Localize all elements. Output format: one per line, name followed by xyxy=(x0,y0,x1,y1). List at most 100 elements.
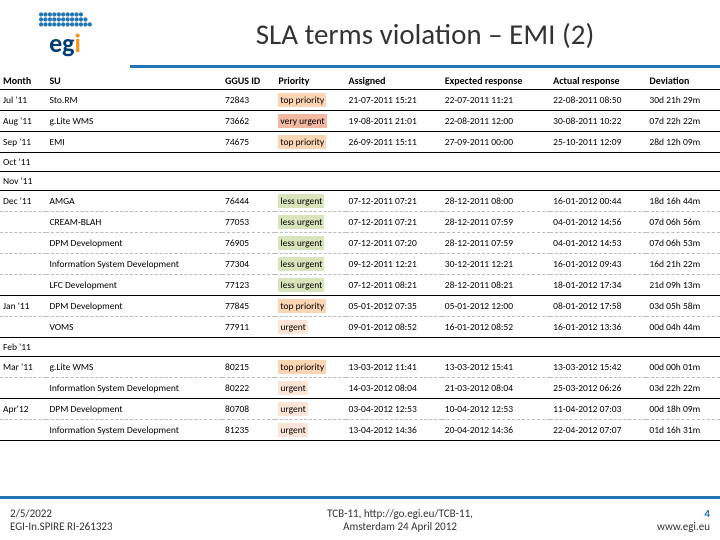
table-row: Information System Development81235urgen… xyxy=(0,420,720,441)
cell: DPM Development xyxy=(46,296,222,317)
priority-badge: less urgent xyxy=(278,194,324,208)
cell: 81235 xyxy=(222,420,275,441)
cell: 10-04-2012 12:53 xyxy=(442,399,550,420)
cell: 09-12-2011 12:21 xyxy=(346,254,442,275)
cell: 19-08-2011 21:01 xyxy=(346,111,442,132)
cell: 11-04-2012 07:03 xyxy=(550,399,646,420)
cell: less urgent xyxy=(275,212,345,233)
cell: 16-01-2012 08:52 xyxy=(442,317,550,338)
page-number: 4 xyxy=(704,507,710,520)
footer-left: 2/5/2022 EGI-In.SPIRE RI-261323 xyxy=(10,507,180,533)
cell: 01d 16h 31m xyxy=(646,420,720,441)
cell: Information System Development xyxy=(46,420,222,441)
cell xyxy=(346,153,442,172)
egi-logo: ●●●●●●●●●●●●●●●●●●●●●●●●●●●●●●●●● egi xyxy=(0,0,130,70)
cell xyxy=(46,153,222,172)
cell: Information System Development xyxy=(46,254,222,275)
page-title: SLA terms violation – EMI (2) xyxy=(256,16,595,52)
cell: Dec '11 xyxy=(0,191,46,212)
table-row: Jul '11Sto.RM72843top priority21-07-2011… xyxy=(0,90,720,111)
priority-badge: less urgent xyxy=(278,215,324,229)
cell: 21d 09h 13m xyxy=(646,275,720,296)
table-row: Apr'12DPM Development80708urgent03-04-20… xyxy=(0,399,720,420)
col-su: SU xyxy=(46,70,222,90)
priority-badge: less urgent xyxy=(278,257,324,271)
table-row: Information System Development80222urgen… xyxy=(0,378,720,399)
cell: urgent xyxy=(275,399,345,420)
cell: 07-12-2011 07:20 xyxy=(346,233,442,254)
cell: 03-04-2012 12:53 xyxy=(346,399,442,420)
cell: 07-12-2011 07:21 xyxy=(346,191,442,212)
cell xyxy=(275,172,345,191)
cell xyxy=(646,172,720,191)
cell xyxy=(442,338,550,357)
cell: Feb '11 xyxy=(0,338,46,357)
cell: 00d 18h 09m xyxy=(646,399,720,420)
priority-badge: urgent xyxy=(278,381,307,395)
cell: Nov '11 xyxy=(0,172,46,191)
cell: 05-01-2012 12:00 xyxy=(442,296,550,317)
cell: 77304 xyxy=(222,254,275,275)
cell xyxy=(550,338,646,357)
col-ggus-id: GGUS ID xyxy=(222,70,275,90)
cell: 80708 xyxy=(222,399,275,420)
cell: 07d 06h 53m xyxy=(646,233,720,254)
cell xyxy=(442,153,550,172)
cell: 77845 xyxy=(222,296,275,317)
cell: 21-03-2012 08:04 xyxy=(442,378,550,399)
cell: 08-01-2012 17:58 xyxy=(550,296,646,317)
priority-badge: urgent xyxy=(278,423,307,437)
cell: 80222 xyxy=(222,378,275,399)
cell xyxy=(275,153,345,172)
cell: DPM Development xyxy=(46,399,222,420)
cell: 76444 xyxy=(222,191,275,212)
table-row: DPM Development76905less urgent07-12-201… xyxy=(0,233,720,254)
table-row: Feb '11 xyxy=(0,338,720,357)
cell: 22-07-2011 11:21 xyxy=(442,90,550,111)
priority-badge: very urgent xyxy=(278,114,326,128)
footer-right: 4 www.egi.eu xyxy=(620,507,710,533)
cell: 03d 22h 22m xyxy=(646,378,720,399)
cell: Oct '11 xyxy=(0,153,46,172)
cell: 28-12-2011 07:59 xyxy=(442,233,550,254)
cell: 16-01-2012 00:44 xyxy=(550,191,646,212)
cell: 07-12-2011 07:21 xyxy=(346,212,442,233)
table-body: Jul '11Sto.RM72843top priority21-07-2011… xyxy=(0,90,720,441)
cell: VOMS xyxy=(46,317,222,338)
cell: 03d 05h 58m xyxy=(646,296,720,317)
cell: top priority xyxy=(275,357,345,378)
col-expected-response: Expected response xyxy=(442,70,550,90)
cell: AMGA xyxy=(46,191,222,212)
cell xyxy=(0,212,46,233)
cell xyxy=(46,172,222,191)
priority-badge: less urgent xyxy=(278,236,324,250)
cell xyxy=(442,172,550,191)
cell xyxy=(346,338,442,357)
cell: less urgent xyxy=(275,191,345,212)
cell xyxy=(0,378,46,399)
table-header-row: MonthSUGGUS IDPriorityAssignedExpected r… xyxy=(0,70,720,90)
violations-table: MonthSUGGUS IDPriorityAssignedExpected r… xyxy=(0,70,720,441)
cell: urgent xyxy=(275,317,345,338)
priority-badge: top priority xyxy=(278,93,326,107)
cell: Sep '11 xyxy=(0,132,46,153)
table-row: Mar '11g.Lite WMS80215top priority13-03-… xyxy=(0,357,720,378)
priority-badge: less urgent xyxy=(278,278,324,292)
cell: top priority xyxy=(275,132,345,153)
cell: 25-03-2012 06:26 xyxy=(550,378,646,399)
table-row: Dec '11AMGA76444less urgent 07-12-2011 07… xyxy=(0,191,720,212)
cell xyxy=(0,275,46,296)
col-deviation: Deviation xyxy=(646,70,720,90)
cell: 13-03-2012 15:42 xyxy=(550,357,646,378)
cell xyxy=(646,338,720,357)
priority-badge: top priority xyxy=(278,299,326,313)
table-row: Oct '11 xyxy=(0,153,720,172)
cell: 04-01-2012 14:56 xyxy=(550,212,646,233)
priority-badge: top priority xyxy=(278,360,326,374)
header: ●●●●●●●●●●●●●●●●●●●●●●●●●●●●●●●●● egi SL… xyxy=(0,0,720,70)
cell: 18d 16h 44m xyxy=(646,191,720,212)
cell: 22-04-2012 07:07 xyxy=(550,420,646,441)
cell: 25-10-2011 12:09 xyxy=(550,132,646,153)
cell: Jul '11 xyxy=(0,90,46,111)
cell: less urgent xyxy=(275,233,345,254)
